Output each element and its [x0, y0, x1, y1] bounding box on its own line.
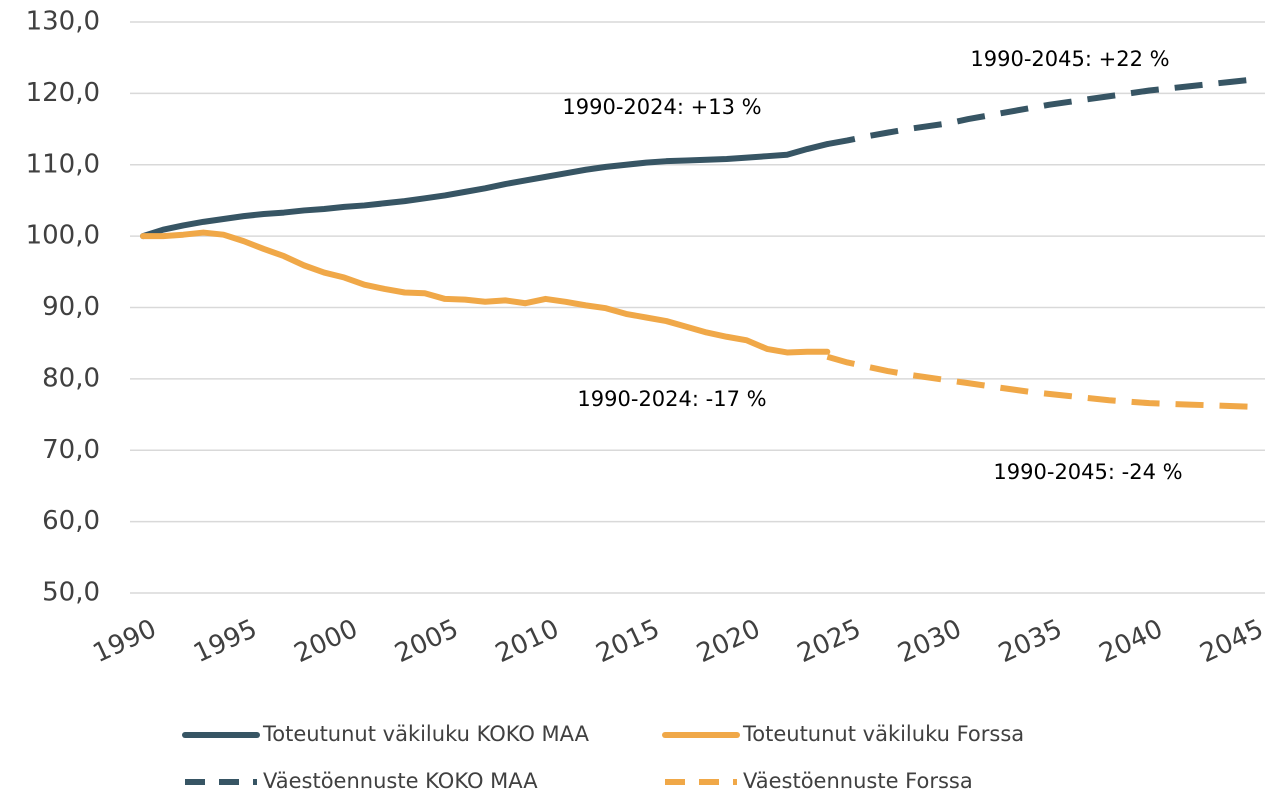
legend-label: Toteutunut väkiluku KOKO MAA	[262, 722, 590, 746]
legend-label: Väestöennuste KOKO MAA	[263, 769, 538, 793]
y-tick-label: 100,0	[26, 221, 100, 251]
x-tick-label: 2045	[1195, 614, 1268, 669]
x-tick-label: 2005	[390, 614, 463, 669]
y-tick-label: 60,0	[42, 506, 100, 536]
x-tick-label: 1990	[88, 614, 161, 669]
annotation: 1990-2024: +13 %	[562, 95, 761, 119]
x-tick-label: 2035	[994, 614, 1067, 669]
series-line	[826, 76, 1251, 148]
y-tick-label: 110,0	[26, 149, 100, 179]
series-line	[140, 229, 831, 356]
annotation: 1990-2045: -24 %	[993, 460, 1182, 484]
x-tick-label: 1995	[189, 614, 262, 669]
series-line	[140, 141, 831, 240]
x-tick-label: 2040	[1095, 614, 1168, 669]
y-tick-label: 70,0	[42, 435, 100, 465]
legend-label: Toteutunut väkiluku Forssa	[742, 722, 1024, 746]
y-tick-label: 90,0	[42, 292, 100, 322]
y-tick-label: 80,0	[42, 363, 100, 393]
x-tick-label: 2010	[491, 614, 564, 669]
y-tick-label: 130,0	[26, 7, 100, 37]
x-tick-label: 2025	[793, 614, 866, 669]
x-tick-label: 2015	[592, 614, 665, 669]
x-tick-label: 2030	[894, 614, 967, 669]
series-line	[826, 353, 1251, 410]
y-tick-label: 50,0	[42, 578, 100, 608]
x-tick-label: 2000	[290, 614, 363, 669]
annotation: 1990-2045: +22 %	[970, 47, 1169, 71]
x-tick-label: 2020	[692, 614, 765, 669]
legend-label: Väestöennuste Forssa	[743, 769, 973, 793]
y-tick-label: 120,0	[26, 78, 100, 108]
annotation: 1990-2024: -17 %	[577, 387, 766, 411]
